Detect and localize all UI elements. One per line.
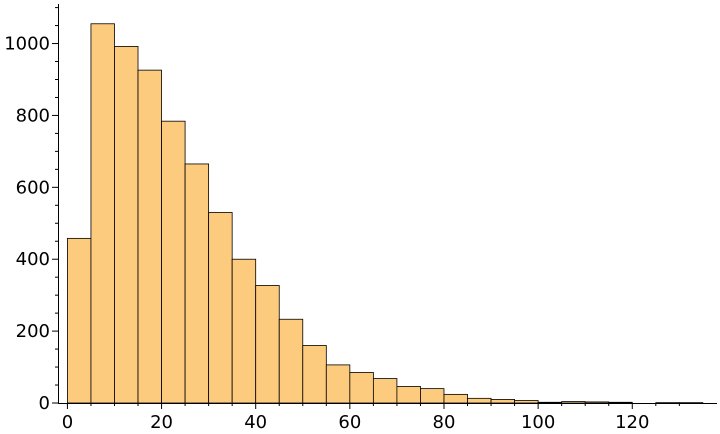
x-tick-label: 100 (521, 412, 555, 433)
histogram-bar (420, 388, 445, 404)
x-tick-label: 60 (338, 412, 361, 433)
x-tick-label: 40 (244, 412, 267, 433)
x-axis-ticks: 0 20 40 60 80 100 120 (62, 403, 680, 433)
histogram-bar (537, 401, 563, 404)
histogram-bar (161, 120, 186, 404)
y-axis-ticks: 0 200 400 600 800 1000 (4, 7, 58, 414)
histogram-bar (208, 212, 233, 404)
histogram-bar (67, 237, 92, 404)
y-tick-label: 0 (39, 393, 50, 414)
histogram-bar (490, 399, 515, 404)
histogram-bar (90, 23, 115, 404)
histogram-bar (443, 393, 468, 404)
bars-group (67, 23, 704, 404)
histogram-bar (184, 163, 210, 404)
histogram-bar (349, 372, 374, 404)
x-tick-label: 80 (433, 412, 456, 433)
histogram-bar (372, 378, 398, 404)
x-tick-label: 20 (150, 412, 173, 433)
histogram-bar (231, 258, 257, 404)
histogram-bar (514, 400, 539, 404)
histogram-bar (114, 46, 139, 404)
histogram-bar (467, 397, 492, 404)
histogram-bar (608, 401, 633, 404)
y-tick-label: 1000 (4, 34, 50, 55)
y-tick-label: 400 (16, 249, 50, 270)
histogram-bar (561, 401, 586, 404)
histogram-bar (396, 386, 421, 404)
histogram-bar (255, 285, 280, 404)
histogram-bar (302, 345, 327, 404)
x-tick-label: 120 (615, 412, 649, 433)
y-tick-label: 600 (16, 177, 50, 198)
histogram-bar (278, 318, 304, 404)
histogram-bar (325, 364, 351, 404)
histogram-bar (137, 69, 162, 404)
y-tick-label: 800 (16, 105, 50, 126)
histogram-bar (584, 401, 610, 404)
x-tick-label: 0 (62, 412, 73, 433)
y-tick-label: 200 (16, 321, 50, 342)
